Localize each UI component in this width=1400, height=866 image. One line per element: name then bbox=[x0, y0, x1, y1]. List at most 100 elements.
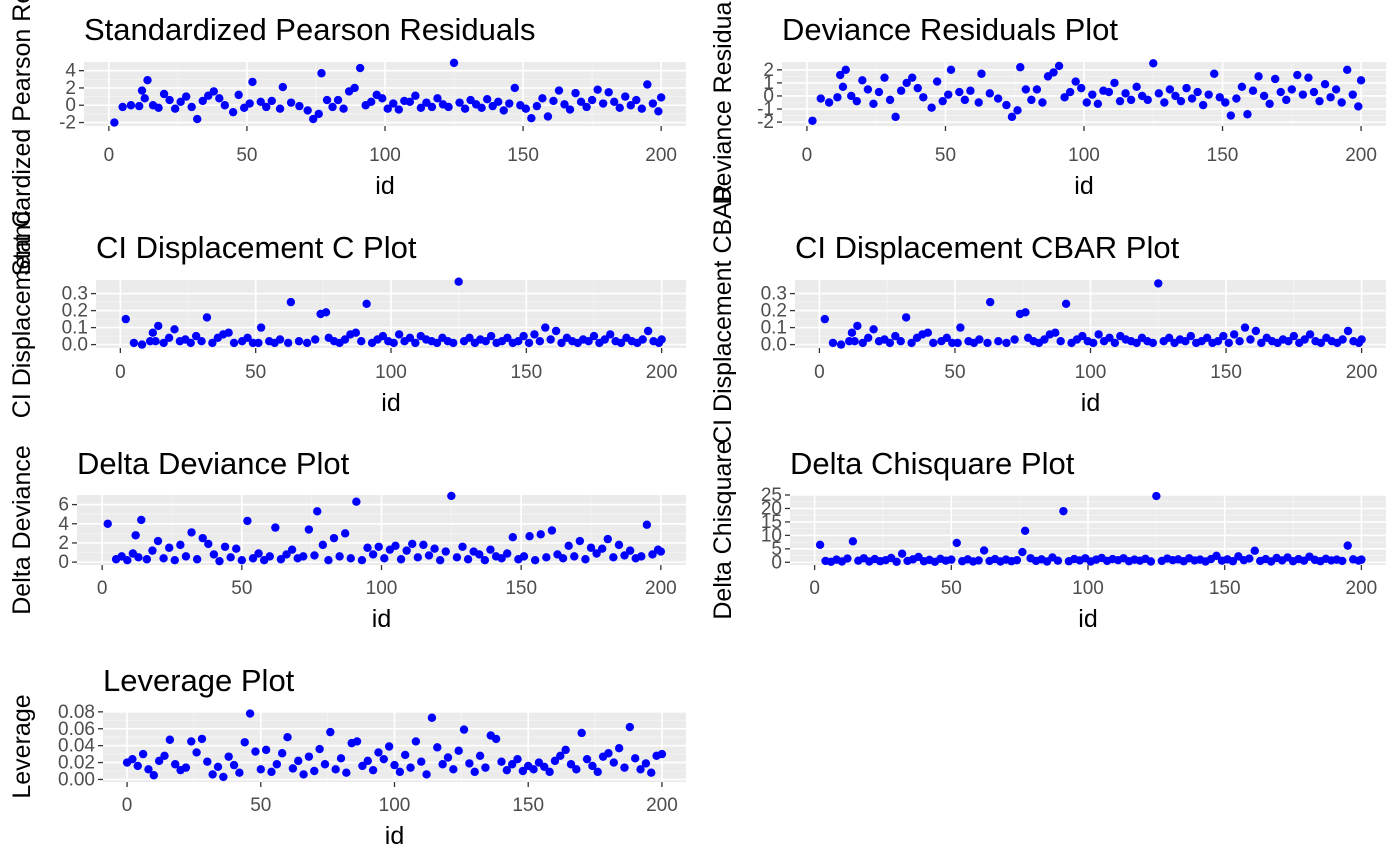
data-point bbox=[245, 99, 254, 108]
data-point bbox=[527, 114, 536, 123]
data-point bbox=[858, 76, 867, 85]
data-point bbox=[637, 552, 646, 561]
data-point bbox=[848, 537, 858, 546]
data-point bbox=[582, 754, 592, 764]
y-tick-label: 0.3 bbox=[761, 284, 787, 305]
data-point bbox=[598, 99, 608, 108]
data-point bbox=[271, 523, 280, 532]
data-point bbox=[128, 754, 137, 764]
data-point bbox=[283, 733, 292, 742]
data-point bbox=[1088, 90, 1097, 99]
data-point bbox=[572, 765, 581, 774]
x-tick-label: 200 bbox=[1345, 145, 1377, 166]
data-point bbox=[557, 338, 566, 348]
data-point bbox=[614, 743, 624, 753]
data-point bbox=[245, 709, 255, 718]
y-tick-label: 0 bbox=[771, 552, 782, 573]
data-point bbox=[1215, 93, 1224, 102]
x-tick-label: 100 bbox=[379, 795, 411, 816]
data-point bbox=[1300, 335, 1309, 344]
data-point bbox=[985, 89, 994, 98]
data-point bbox=[554, 86, 564, 95]
data-point bbox=[357, 337, 366, 346]
data-point bbox=[1061, 299, 1071, 308]
x-axis-title: id bbox=[385, 822, 404, 850]
data-point bbox=[620, 551, 629, 560]
x-tick-label: 200 bbox=[1346, 578, 1378, 599]
y-axis-title: Deviance Residuals bbox=[709, 0, 737, 204]
data-point bbox=[433, 94, 442, 103]
data-point bbox=[181, 552, 191, 561]
data-point bbox=[243, 333, 252, 342]
data-point bbox=[389, 99, 398, 108]
data-point bbox=[637, 104, 647, 113]
data-point bbox=[593, 767, 602, 777]
data-point bbox=[606, 330, 615, 339]
data-point bbox=[833, 93, 842, 102]
data-point bbox=[1254, 72, 1263, 81]
ci-displacement-cbar-panel: CI Displacement CBAR Plot id CI Displace… bbox=[709, 184, 1386, 444]
data-point bbox=[267, 767, 276, 777]
data-point bbox=[1105, 333, 1114, 342]
data-point bbox=[1276, 87, 1285, 97]
data-point bbox=[248, 554, 258, 563]
data-point bbox=[1021, 85, 1031, 94]
y-tick-label: 4 bbox=[58, 514, 69, 535]
data-point bbox=[577, 728, 586, 738]
x-tick-label: 100 bbox=[1075, 362, 1107, 383]
data-point bbox=[507, 760, 517, 769]
data-point bbox=[302, 338, 312, 348]
data-point bbox=[198, 533, 207, 543]
data-point bbox=[545, 767, 554, 777]
data-point bbox=[863, 333, 873, 342]
data-point bbox=[1354, 102, 1363, 111]
data-point bbox=[1315, 96, 1324, 106]
data-point bbox=[159, 554, 168, 563]
data-point bbox=[1007, 112, 1017, 122]
data-point bbox=[656, 93, 666, 102]
data-point bbox=[331, 765, 340, 774]
data-point bbox=[287, 545, 297, 554]
data-point bbox=[524, 338, 534, 348]
data-point bbox=[444, 102, 453, 112]
y-axis-title: CI Displacement C bbox=[8, 210, 36, 418]
data-point bbox=[1298, 90, 1308, 99]
data-point bbox=[820, 314, 830, 324]
data-point bbox=[363, 543, 372, 552]
data-point bbox=[575, 536, 585, 546]
data-point bbox=[1240, 323, 1250, 332]
data-point bbox=[137, 515, 146, 525]
y-tick-label: 0.3 bbox=[62, 284, 88, 305]
data-point bbox=[657, 335, 666, 344]
x-tick-label: 100 bbox=[1068, 145, 1100, 166]
data-point bbox=[584, 337, 593, 346]
data-point bbox=[160, 751, 169, 760]
data-point bbox=[841, 65, 850, 75]
data-point bbox=[256, 323, 266, 332]
data-point bbox=[1248, 86, 1258, 95]
y-tick-label: 0.2 bbox=[62, 301, 88, 322]
data-point bbox=[828, 338, 838, 348]
data-point bbox=[378, 331, 388, 341]
data-point bbox=[110, 118, 119, 127]
data-point bbox=[874, 87, 884, 97]
y-tick-label: -2 bbox=[757, 112, 774, 133]
data-point bbox=[321, 308, 331, 317]
data-point bbox=[1132, 82, 1141, 92]
x-axis-title: id bbox=[1074, 172, 1093, 200]
data-point bbox=[438, 760, 447, 769]
data-point bbox=[277, 749, 287, 758]
data-point bbox=[243, 516, 252, 526]
data-point bbox=[315, 744, 324, 754]
data-point bbox=[560, 100, 569, 109]
data-point bbox=[1020, 526, 1030, 536]
data-point bbox=[852, 96, 862, 106]
data-point bbox=[379, 754, 389, 764]
data-point bbox=[118, 102, 127, 112]
y-axis-title: CI Displacement CBAR bbox=[709, 184, 737, 444]
chart-title: Standardized Pearson Residuals bbox=[84, 12, 536, 47]
data-point bbox=[838, 82, 848, 92]
data-point bbox=[1176, 96, 1186, 106]
x-tick-label: 50 bbox=[944, 362, 965, 383]
